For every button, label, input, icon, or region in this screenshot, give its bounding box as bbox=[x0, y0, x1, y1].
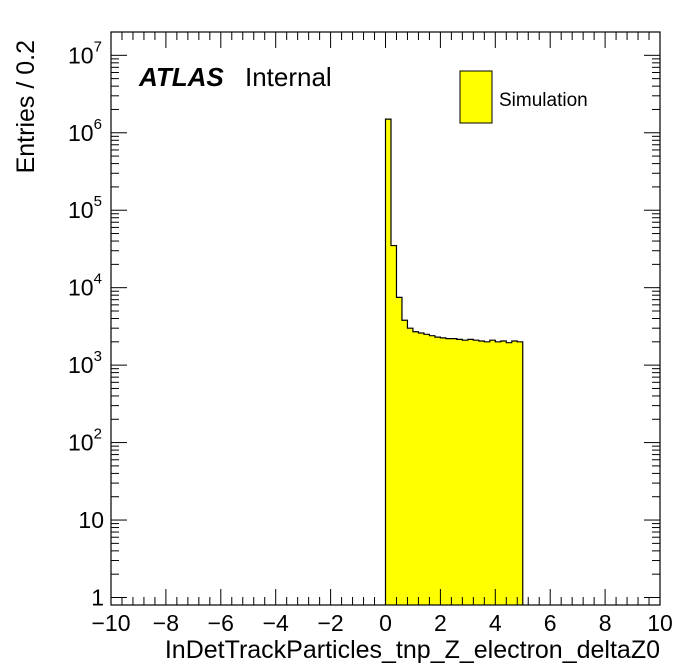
histogram-bar bbox=[478, 340, 485, 605]
x-tick-label: −4 bbox=[263, 610, 289, 636]
y-tick-label-exponent: 2 bbox=[94, 426, 102, 443]
y-tick-label: 105 bbox=[68, 193, 102, 223]
histogram-bar bbox=[511, 340, 518, 605]
atlas-label-bold: ATLAS bbox=[138, 62, 224, 92]
y-tick-label: 10 bbox=[78, 507, 104, 533]
x-tick-labels: −10 −8 −6 −4 −2 0 2 4 6 8 10 bbox=[91, 610, 672, 636]
x-tick-label: −10 bbox=[91, 610, 130, 636]
x-tick-label: 2 bbox=[434, 610, 447, 636]
x-tick-label: −8 bbox=[153, 610, 179, 636]
legend-entry-simulation: Simulation bbox=[499, 90, 588, 111]
histogram-bar bbox=[484, 341, 491, 605]
histogram-bar bbox=[500, 340, 507, 605]
y-tick-label-base: 10 bbox=[68, 352, 94, 378]
histogram-bar bbox=[390, 245, 397, 605]
x-tick-label: −6 bbox=[208, 610, 234, 636]
y-tick-label-exponent: 7 bbox=[94, 38, 102, 55]
histogram-bar bbox=[418, 332, 425, 605]
histogram-bar bbox=[489, 340, 496, 605]
histogram-bar bbox=[445, 338, 452, 605]
y-tick-label-base: 10 bbox=[68, 275, 94, 301]
y-tick-label: 106 bbox=[68, 116, 102, 146]
legend: Simulation bbox=[459, 70, 588, 124]
x-tick-label: 10 bbox=[647, 610, 673, 636]
histogram-bar bbox=[462, 340, 469, 605]
y-tick-label-base: 10 bbox=[68, 197, 94, 223]
y-tick-label-exponent: 6 bbox=[94, 116, 102, 133]
histogram-bar bbox=[473, 340, 480, 605]
atlas-label-status: Internal bbox=[245, 62, 332, 92]
x-tick-label: 4 bbox=[489, 610, 502, 636]
y-axis-ticks bbox=[111, 31, 660, 598]
histogram-bar bbox=[429, 335, 436, 605]
histogram-bar bbox=[495, 341, 502, 605]
histogram-bar bbox=[434, 337, 441, 605]
histogram-bar bbox=[517, 341, 524, 605]
x-tick-label: 6 bbox=[544, 610, 557, 636]
x-tick-label: 0 bbox=[379, 610, 392, 636]
y-tick-label-exponent: 5 bbox=[94, 193, 102, 210]
histogram-bar bbox=[456, 339, 463, 605]
x-axis-title: InDetTrackParticles_tnp_Z_electron_delta… bbox=[165, 636, 660, 664]
histogram-outline bbox=[384, 118, 524, 605]
y-tick-label: 107 bbox=[68, 38, 102, 68]
legend-swatch bbox=[459, 70, 493, 124]
histogram-bar bbox=[423, 334, 430, 605]
y-tick-label-exponent: 4 bbox=[94, 271, 102, 288]
y-axis-title: Entries / 0.2 bbox=[12, 40, 40, 173]
histogram-bar bbox=[396, 297, 403, 605]
histogram-bar bbox=[412, 331, 419, 605]
histogram-bar bbox=[506, 342, 513, 605]
y-tick-label: 1 bbox=[91, 584, 104, 610]
x-tick-label: 8 bbox=[599, 610, 612, 636]
y-tick-label: 102 bbox=[68, 426, 102, 456]
y-tick-label-exponent: 3 bbox=[94, 348, 102, 365]
histogram-bar bbox=[440, 337, 447, 605]
histogram-bar bbox=[407, 328, 414, 605]
histogram-bar bbox=[385, 119, 392, 606]
histogram-bar bbox=[467, 339, 474, 605]
y-tick-label-base: 10 bbox=[68, 120, 94, 146]
y-tick-label-base: 10 bbox=[68, 430, 94, 456]
y-tick-label-base: 10 bbox=[68, 42, 94, 68]
histogram-bar bbox=[401, 320, 408, 605]
y-tick-label: 103 bbox=[68, 348, 102, 378]
histogram-bars bbox=[385, 119, 524, 606]
x-tick-label: −2 bbox=[317, 610, 343, 636]
atlas-label: ATLAS Internal bbox=[138, 62, 332, 92]
y-tick-label: 104 bbox=[68, 271, 102, 301]
histogram-bar bbox=[451, 338, 458, 605]
